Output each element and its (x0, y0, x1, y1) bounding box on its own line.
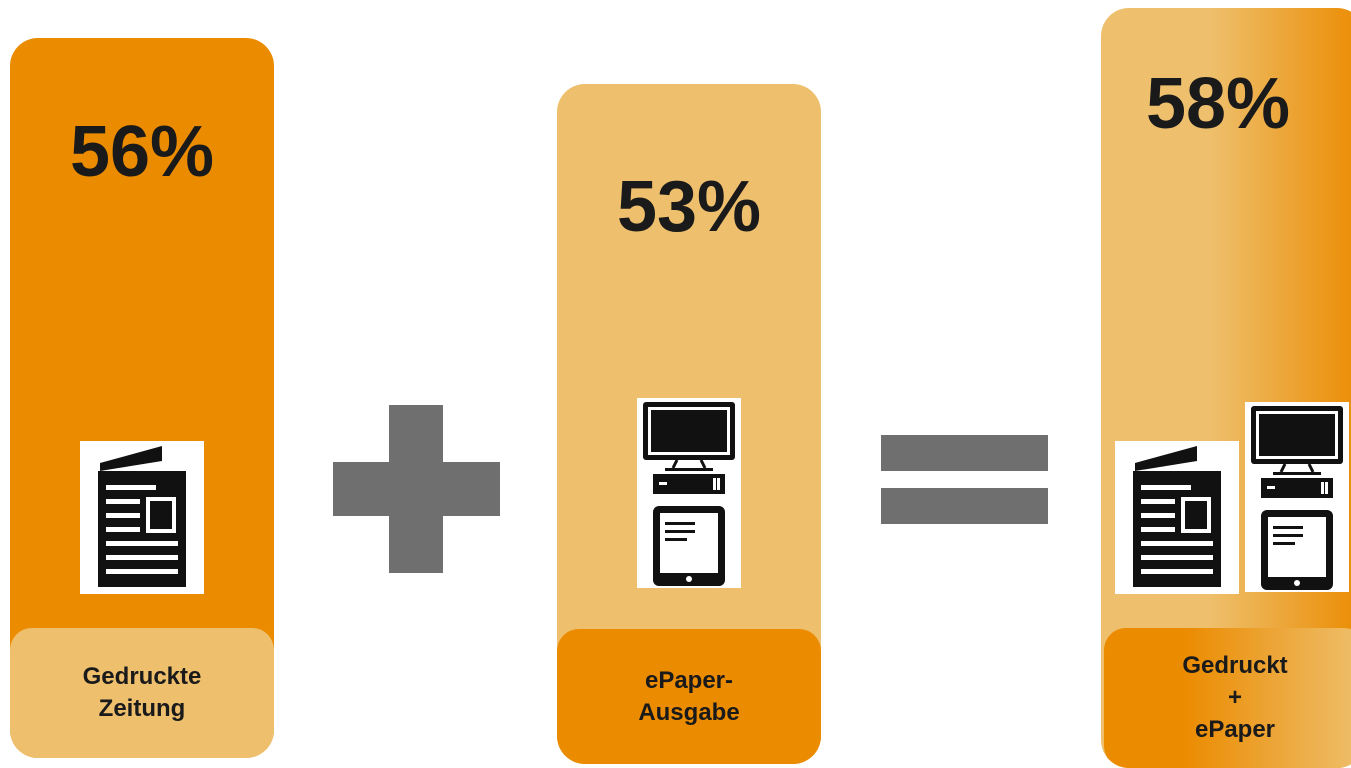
monitor-icon (1245, 402, 1349, 592)
newspaper-icon (1115, 441, 1239, 594)
caption-combined-line3: ePaper (1194, 716, 1276, 743)
caption-combined-line2: + (1227, 684, 1242, 711)
caption-print-line1: Gedruckte (82, 663, 202, 690)
percent-print: 56% (69, 112, 215, 192)
caption-epaper-line1: ePaper- (644, 666, 734, 694)
caption-combined: Gedruckt + ePaper (1104, 628, 1351, 768)
equals-top-bar (881, 435, 1048, 471)
percent-combined: 58% (1145, 64, 1291, 144)
caption-combined-line1: Gedruckt (1182, 652, 1288, 679)
column-combined: 58% Gedruckt (1101, 8, 1351, 768)
newspaper-icon (80, 441, 204, 594)
caption-epaper: ePaper- Ausgabe (557, 629, 821, 764)
equals-bottom-bar (881, 488, 1048, 524)
caption-print-line2: Zeitung (98, 695, 186, 722)
caption-epaper-line2: Ausgabe (638, 698, 740, 726)
caption-print: Gedruckte Zeitung (10, 628, 274, 758)
column-print: 56% Gedruckte Zeitung (10, 38, 274, 758)
percent-epaper: 53% (616, 167, 762, 247)
column-epaper: 53% ePaper- Ausgabe (557, 84, 821, 764)
monitor-icon (637, 398, 741, 588)
tablet-icon (1261, 510, 1333, 590)
tablet-icon (653, 506, 725, 586)
plus-horizontal-bar (333, 462, 500, 516)
